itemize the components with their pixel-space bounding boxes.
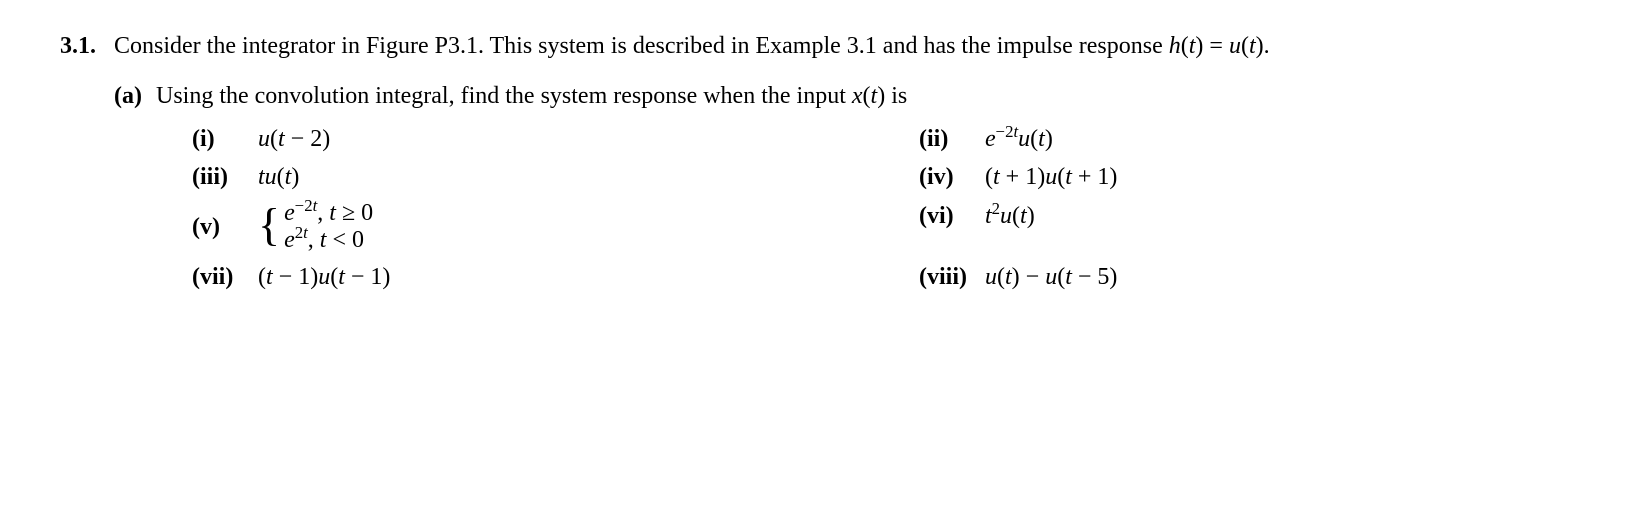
row-1: (i) u(t − 2) (ii) e−2tu(t) (192, 123, 1586, 155)
part-a-body: Using the convolution integral, find the… (156, 80, 1586, 299)
item-iii-label: (iii) (192, 161, 248, 193)
row-4: (vii) (t − 1)u(t − 1) (viii) u(t) − u(t … (192, 261, 1586, 293)
stem-math: h(t) = u(t) (1169, 33, 1264, 59)
items: (i) u(t − 2) (ii) e−2tu(t) (iii) tu(t) (156, 123, 1586, 293)
item-iii-expr: tu(t) (258, 161, 299, 193)
item-iii: (iii) tu(t) (192, 161, 859, 193)
part-a: (a) Using the convolution integral, find… (114, 80, 1586, 299)
item-vii-label: (vii) (192, 261, 248, 293)
item-vii-expr: (t − 1)u(t − 1) (258, 261, 390, 293)
item-v-case2: e2t, t < 0 (284, 227, 373, 255)
item-viii: (viii) u(t) − u(t − 5) (859, 261, 1586, 293)
item-viii-expr: u(t) − u(t − 5) (985, 261, 1117, 293)
item-v: (v) { e−2t, t ≥ 0 e2t, t < 0 (192, 200, 859, 255)
item-ii: (ii) e−2tu(t) (859, 123, 1586, 155)
item-vi-expr: t2u(t) (985, 200, 1035, 232)
part-a-text-a: Using the convolution integral, find the… (156, 83, 852, 109)
part-a-label: (a) (114, 80, 142, 299)
item-vi-label: (vi) (919, 200, 975, 232)
row-3: (v) { e−2t, t ≥ 0 e2t, t < 0 (vi) (192, 200, 1586, 255)
problem-number: 3.1. (60, 30, 96, 311)
part-a-math: x(t) (852, 83, 885, 109)
item-i-expr: u(t − 2) (258, 123, 330, 155)
item-iv-label: (iv) (919, 161, 975, 193)
item-v-label: (v) (192, 211, 248, 243)
item-i: (i) u(t − 2) (192, 123, 859, 155)
stem-dot: . (1264, 33, 1270, 59)
item-iv-expr: (t + 1)u(t + 1) (985, 161, 1117, 193)
item-viii-label: (viii) (919, 261, 975, 293)
stem-text-a: Consider the integrator in Figure P3.1. … (114, 33, 1169, 59)
part-a-text-b: is (885, 83, 907, 109)
row-2: (iii) tu(t) (iv) (t + 1)u(t + 1) (192, 161, 1586, 193)
brace-icon: { (258, 207, 280, 244)
item-vi: (vi) t2u(t) (859, 200, 1586, 232)
problem-stem: Consider the integrator in Figure P3.1. … (114, 30, 1586, 62)
item-v-expr: { e−2t, t ≥ 0 e2t, t < 0 (258, 200, 373, 255)
item-v-cases: e−2t, t ≥ 0 e2t, t < 0 (284, 200, 373, 255)
problem-body: Consider the integrator in Figure P3.1. … (114, 30, 1586, 311)
problem-3-1: 3.1. Consider the integrator in Figure P… (60, 30, 1586, 311)
item-ii-expr: e−2tu(t) (985, 123, 1053, 155)
item-ii-label: (ii) (919, 123, 975, 155)
item-i-label: (i) (192, 123, 248, 155)
item-iv: (iv) (t + 1)u(t + 1) (859, 161, 1586, 193)
item-vii: (vii) (t − 1)u(t − 1) (192, 261, 859, 293)
